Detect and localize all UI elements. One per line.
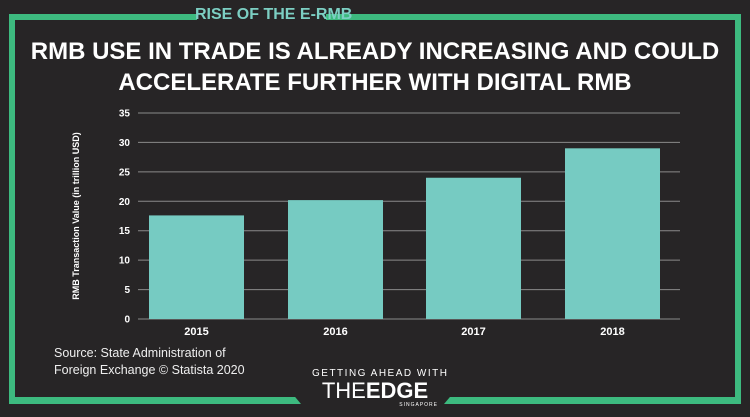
y-tick-label: 25 — [119, 167, 131, 178]
frame-left — [9, 14, 15, 404]
frame-top-right — [326, 14, 741, 20]
the-edge-logo: GETTING AHEAD WITH THEEDGE SINGAPORE — [312, 368, 449, 408]
y-tick-label: 15 — [119, 226, 131, 237]
bar-2016 — [288, 200, 383, 319]
logo-region: SINGAPORE — [399, 402, 438, 408]
x-tick-label: 2017 — [461, 326, 485, 338]
chart-headline: RMB use in trade is already increasing a… — [30, 38, 720, 96]
frame-bottom-left — [9, 397, 301, 404]
y-tick-label: 35 — [119, 109, 131, 120]
y-tick-label: 5 — [124, 285, 130, 296]
source-line-1: Source: State Administration of — [54, 346, 226, 360]
frame-right — [735, 14, 741, 404]
logo-brand: THEEDGE — [312, 380, 438, 402]
logo-tagline: GETTING AHEAD WITH — [312, 368, 449, 379]
y-axis-label: RMB Transaction Value (in trillion USD) — [71, 132, 81, 300]
kicker-label: RISE OF THE E-RMB — [195, 6, 353, 23]
frame-bottom-right — [444, 397, 741, 404]
x-tick-label: 2015 — [184, 326, 208, 338]
frame-top-left — [9, 14, 197, 20]
x-tick-label: 2016 — [323, 326, 347, 338]
source-line-2: Foreign Exchange © Statista 2020 — [54, 363, 245, 377]
bar-2015 — [149, 215, 244, 319]
y-tick-label: 0 — [124, 315, 130, 326]
x-tick-label: 2018 — [600, 326, 624, 338]
logo-edge: EDGE — [365, 378, 429, 403]
y-tick-label: 30 — [119, 138, 131, 149]
bar-2018 — [565, 148, 660, 319]
y-tick-label: 10 — [119, 256, 131, 267]
logo-the: THE — [321, 378, 366, 403]
source-note: Source: State Administration of Foreign … — [54, 345, 245, 379]
bar-2017 — [426, 177, 521, 319]
y-tick-label: 20 — [119, 197, 131, 208]
